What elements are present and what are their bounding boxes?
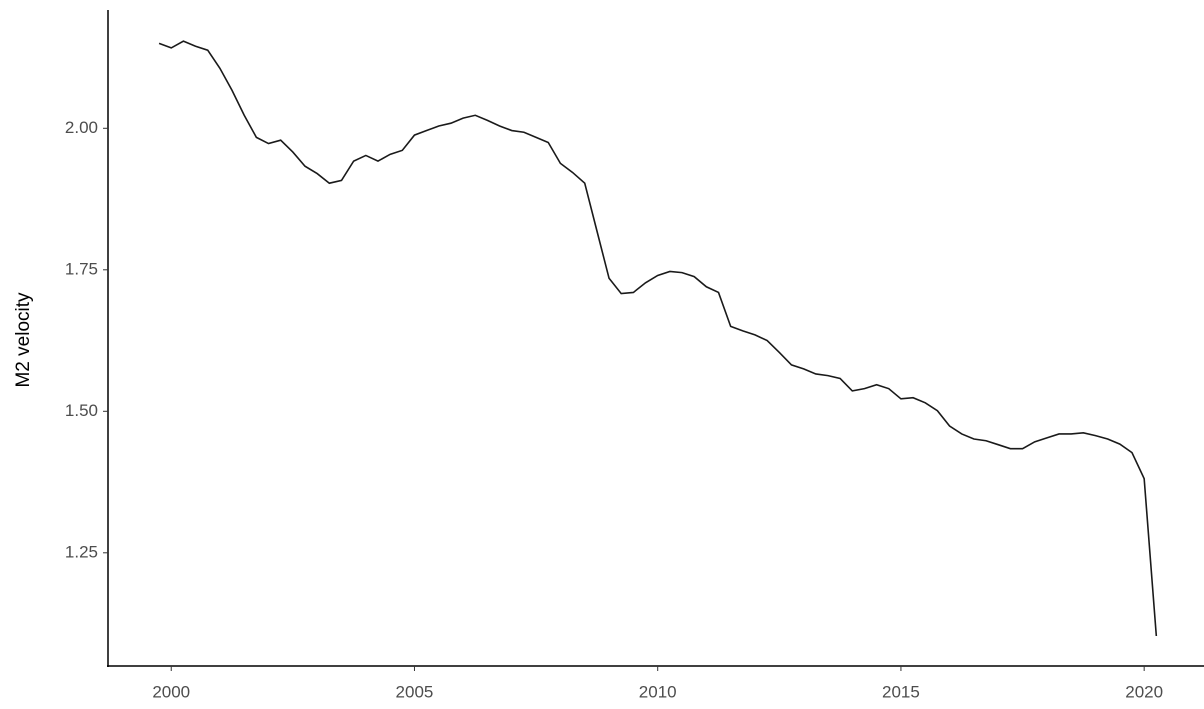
x-tick-label: 2000 bbox=[152, 682, 190, 701]
x-tick-label: 2020 bbox=[1125, 682, 1163, 701]
y-tick-label: 1.25 bbox=[65, 542, 98, 561]
y-tick-label: 1.50 bbox=[65, 401, 98, 420]
y-axis-title: M2 velocity bbox=[13, 292, 34, 388]
line bbox=[158, 40, 1158, 637]
x-tick-label: 2005 bbox=[396, 682, 434, 701]
y-tick-label: 1.75 bbox=[65, 259, 98, 278]
x-tick-label: 2010 bbox=[639, 682, 677, 701]
y-tick-label: 2.00 bbox=[65, 118, 98, 137]
x-tick-label: 2015 bbox=[882, 682, 920, 701]
